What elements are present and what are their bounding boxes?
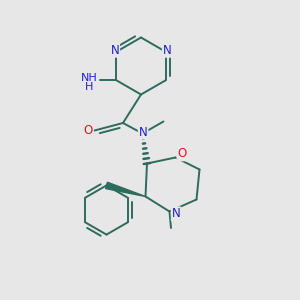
Polygon shape	[106, 182, 146, 196]
Text: N: N	[163, 44, 172, 57]
Text: N: N	[110, 44, 119, 57]
Text: O: O	[178, 147, 187, 161]
Text: NH: NH	[81, 73, 98, 83]
Text: H: H	[85, 82, 94, 92]
Text: N: N	[139, 125, 148, 139]
Text: N: N	[172, 207, 181, 220]
Text: O: O	[83, 124, 92, 137]
